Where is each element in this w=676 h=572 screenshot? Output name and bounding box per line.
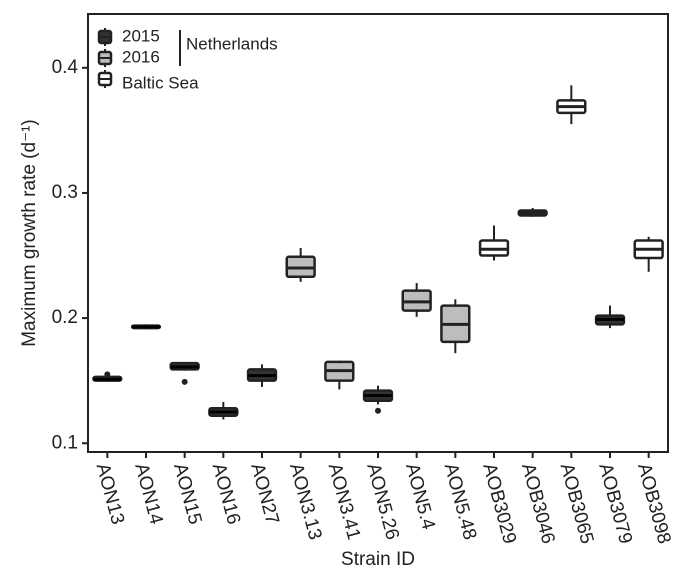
x-axis-label: Strain ID [341, 549, 415, 570]
x-tick-label: AON14 [130, 461, 167, 527]
x-tick-label: AON16 [208, 461, 244, 527]
x-tick-label: AOB3029 [478, 461, 520, 546]
y-tick-label: 0.2 [52, 307, 78, 328]
x-tick-label: AON3.41 [324, 461, 365, 542]
x-tick-label: AON27 [246, 461, 282, 527]
outlier [104, 371, 111, 378]
x-tick-label: AON5.4 [401, 461, 439, 532]
legend-label: Baltic Sea [122, 73, 199, 92]
x-tick-label: AOB3098 [633, 461, 675, 546]
legend-label: 2016 [122, 47, 160, 66]
x-tick-label: AOB3046 [517, 461, 559, 546]
y-axis-label: Maximum growth rate (d⁻¹) [19, 119, 40, 347]
y-tick-label: 0.1 [52, 432, 78, 453]
y-tick-label: 0.4 [52, 57, 79, 78]
x-tick-label: AOB3065 [556, 461, 598, 546]
outlier [181, 378, 188, 385]
x-tick-label: AON13 [92, 461, 128, 527]
x-tick-label: AON3.13 [285, 461, 326, 542]
x-tick-label: AON5.48 [440, 461, 481, 542]
x-tick-label: AON15 [169, 461, 205, 527]
legend-label: 2015 [122, 26, 160, 45]
outlier [375, 407, 381, 414]
legend-group: Netherlands [186, 34, 278, 53]
x-tick-label: AON5.26 [362, 461, 403, 542]
x-tick-label: AOB3079 [594, 461, 636, 546]
y-tick-label: 0.3 [52, 182, 78, 203]
